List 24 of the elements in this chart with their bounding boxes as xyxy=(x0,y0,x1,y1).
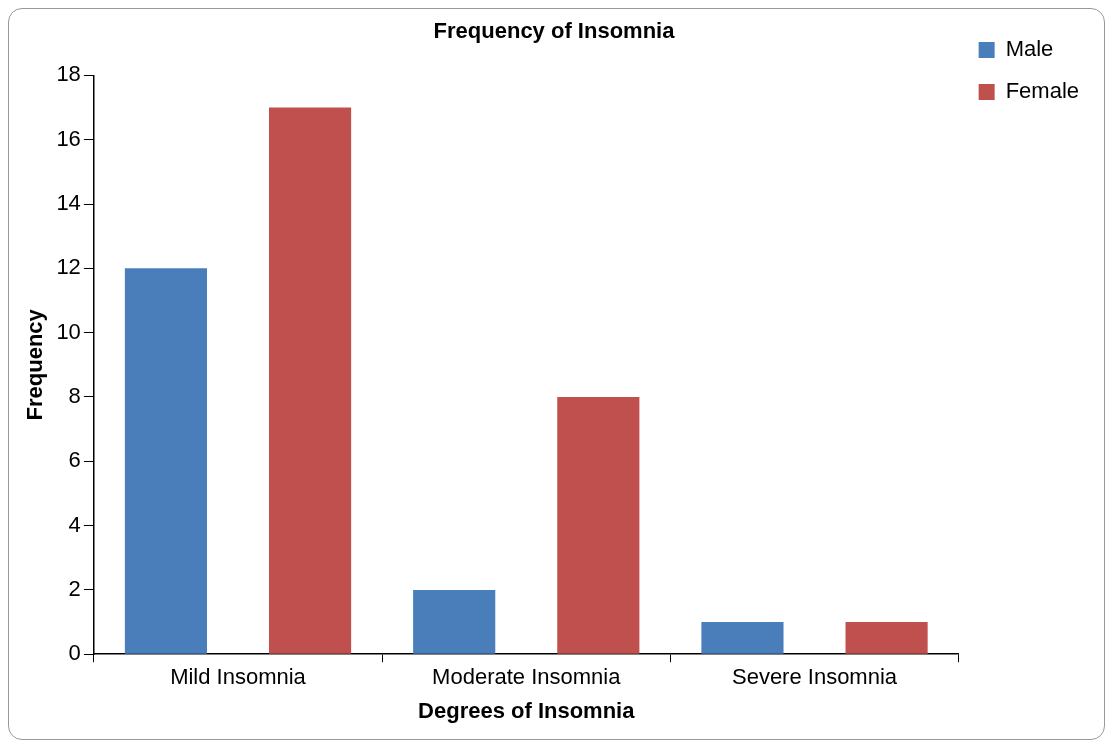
chart-title: Frequency of Insomnia xyxy=(433,18,676,44)
y-tick-label: 6 xyxy=(68,447,81,473)
bar xyxy=(268,107,352,654)
bar xyxy=(845,622,928,654)
y-tick-label: 2 xyxy=(68,575,81,601)
y-tick-label: 12 xyxy=(56,254,81,280)
bar xyxy=(557,396,640,654)
y-tick-label: 18 xyxy=(56,61,81,87)
y-tick-label: 8 xyxy=(68,383,81,409)
legend-label: Female xyxy=(1005,78,1079,104)
y-tick-label: 0 xyxy=(68,640,81,666)
y-tick-label: 14 xyxy=(56,190,81,216)
x-tick-label: Mild Insomnia xyxy=(170,664,307,690)
y-tick-label: 4 xyxy=(68,511,81,537)
y-tick-label: 10 xyxy=(56,318,81,344)
x-tick-label: Severe Insomnia xyxy=(731,664,898,690)
bar xyxy=(124,268,208,654)
legend-label: Male xyxy=(1005,36,1054,62)
x-tick-label: Moderate Insomnia xyxy=(432,664,622,690)
y-tick-label: 16 xyxy=(56,125,81,151)
x-axis-title: Degrees of Insomnia xyxy=(418,697,636,723)
bar xyxy=(701,622,784,654)
y-axis-title: Frequency xyxy=(22,308,48,421)
bar xyxy=(413,589,496,654)
